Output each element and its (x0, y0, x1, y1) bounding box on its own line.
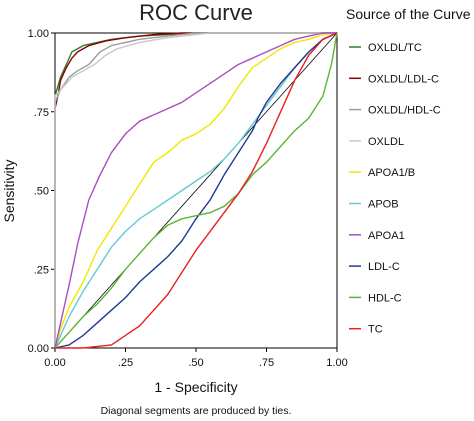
x-tick-label: 0.00 (44, 357, 65, 369)
series-line-ldl-c (54, 32, 338, 349)
x-tick-label: .50 (188, 357, 203, 369)
reference-diagonal (54, 32, 338, 349)
series-line-apoa1-b (54, 32, 338, 349)
legend-item-label: APOA1 (368, 230, 405, 242)
legend-title: Source of the Curve (346, 6, 471, 22)
legend-item-label: OXLDL/LDL-C (368, 73, 439, 85)
legend-item-label: APOB (368, 199, 399, 211)
series-line-apoa1 (54, 32, 337, 349)
tick-layer: 0.00 .25 .50 .75 1.00 0.00 .25 .50 .75 1.00 (28, 28, 348, 369)
chart-footnote: Diagonal segments are produced by ties. (101, 405, 292, 417)
legend-item-label: TC (368, 324, 383, 336)
x-tick-label: 1.00 (326, 357, 347, 369)
chart-title: ROC Curve (139, 0, 253, 25)
series-line-tc (55, 32, 338, 349)
y-tick-label: 1.00 (28, 28, 49, 40)
y-tick-label: 0.00 (28, 343, 49, 355)
x-tick-label: .75 (259, 357, 274, 369)
legend-item-label: HDL-C (368, 292, 402, 304)
x-axis-label: 1 - Specificity (154, 379, 237, 395)
x-tick-label: .25 (118, 357, 133, 369)
legend: OXLDL/TC OXLDL/LDL-C OXLDL/HDL-C OXLDL APOA1… (349, 42, 441, 336)
y-axis-label: Sensitivity (1, 159, 17, 222)
y-tick-label: .25 (34, 264, 49, 276)
legend-item-label: APOA1/B (368, 167, 415, 179)
y-tick-label: .50 (34, 186, 49, 198)
y-tick-label: .75 (34, 107, 49, 119)
legend-item-label: OXLDL/TC (368, 42, 422, 54)
series-line-oxldl (54, 32, 337, 348)
series-line-apob (54, 32, 338, 349)
series-line-hdl-c (54, 32, 338, 349)
legend-item-label: OXLDL/HDL-C (368, 105, 441, 117)
legend-item-label: LDL-C (368, 261, 400, 273)
series-layer (54, 32, 338, 349)
legend-item-label: OXLDL (368, 136, 404, 148)
